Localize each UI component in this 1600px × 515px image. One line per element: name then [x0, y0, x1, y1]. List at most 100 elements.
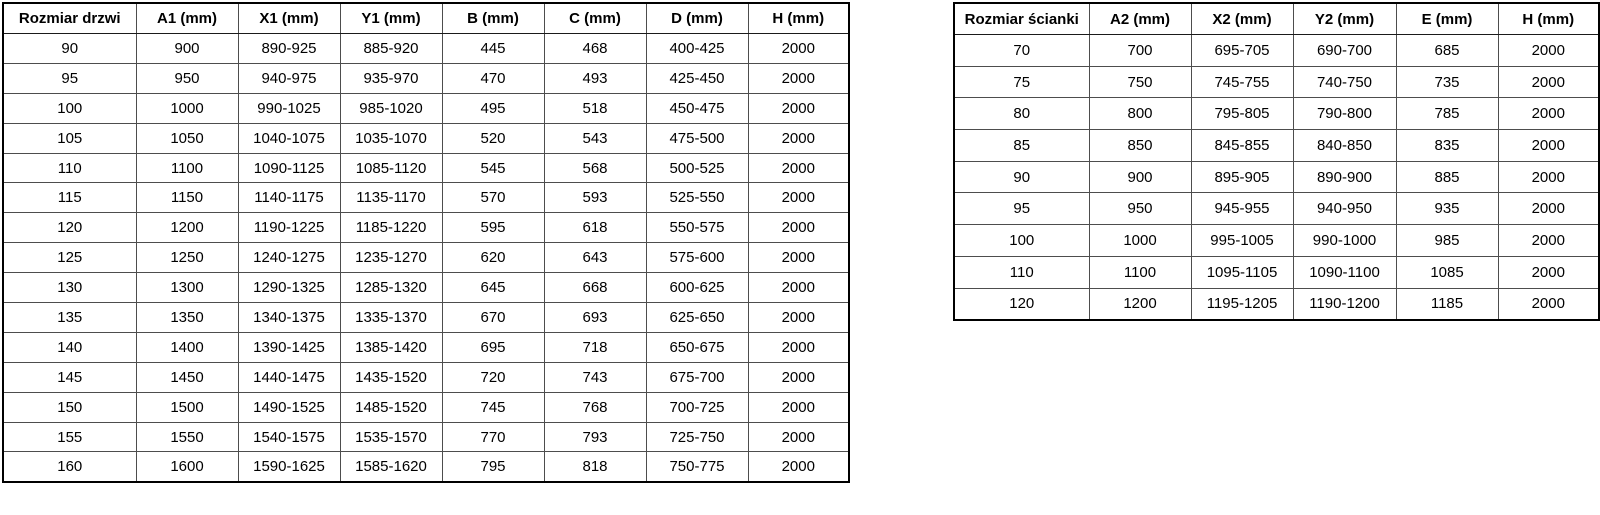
- table-cell: 1535-1570: [339, 421, 443, 453]
- table-cell: 1200: [135, 212, 239, 244]
- table-cell: 770: [441, 421, 545, 453]
- table-cell: 1085: [1395, 255, 1499, 289]
- column-header: B (mm): [441, 2, 545, 34]
- table-cell: 650-675: [645, 331, 749, 363]
- door-size-table: Rozmiar drzwi A1 (mm) X1 (mm) Y1 (mm) B (mm)…: [2, 2, 850, 484]
- table-cell: 693: [543, 302, 647, 333]
- table-cell: 850: [1088, 129, 1192, 162]
- column-header: Y1 (mm): [339, 2, 443, 34]
- table-row: 95 950 940-975 935-970 470 493 425-450 2000: [2, 62, 850, 94]
- table-cell: 475-500: [645, 122, 749, 154]
- table-cell: 800: [1088, 97, 1192, 131]
- column-header: A1 (mm): [135, 2, 239, 34]
- table-cell: 985-1020: [339, 92, 443, 124]
- table-cell: 690-700: [1292, 34, 1397, 67]
- table-cell: 1190-1200: [1292, 287, 1397, 321]
- table-row: 100 1000 990-1025 985-1020 495 518 450-475 2000: [2, 92, 850, 124]
- table-cell: 670: [441, 302, 545, 333]
- table-cell: 150: [2, 391, 137, 423]
- table-cell: 795-805: [1190, 97, 1294, 131]
- table-cell: 720: [441, 361, 545, 393]
- table-cell: 1000: [135, 92, 239, 124]
- table-cell: 568: [543, 152, 647, 184]
- table-cell: 450-475: [645, 92, 749, 124]
- column-header: Y2 (mm): [1292, 2, 1397, 35]
- table-cell: 2000: [747, 62, 850, 94]
- table-cell: 990-1025: [237, 92, 341, 124]
- table-cell: 2000: [747, 391, 850, 423]
- table-cell: 95: [953, 192, 1090, 226]
- table-cell: 668: [543, 272, 647, 304]
- table-cell: 115: [2, 182, 137, 214]
- table-cell: 2000: [1497, 97, 1600, 131]
- table-cell: 643: [543, 242, 647, 274]
- table-cell: 2000: [747, 421, 850, 453]
- table-cell: 618: [543, 212, 647, 244]
- table-cell: 895-905: [1190, 160, 1294, 194]
- header-row: Rozmiar drzwi A1 (mm) X1 (mm) Y1 (mm) B (mm)…: [2, 2, 850, 34]
- table-cell: 140: [2, 331, 137, 363]
- table-cell: 1590-1625: [237, 451, 341, 483]
- table-cell: 1435-1520: [339, 361, 443, 393]
- table-cell: 790-800: [1292, 97, 1397, 131]
- table-cell: 890-900: [1292, 160, 1397, 194]
- table-cell: 645: [441, 272, 545, 304]
- table-cell: 1385-1420: [339, 331, 443, 363]
- table-row: 85 850 845-855 840-850 835 2000: [953, 129, 1600, 162]
- table-cell: 520: [441, 122, 545, 154]
- table-cell: 735: [1395, 65, 1499, 99]
- table-cell: 80: [953, 97, 1090, 131]
- table-cell: 1335-1370: [339, 302, 443, 333]
- table-cell: 745: [441, 391, 545, 423]
- table-cell: 495: [441, 92, 545, 124]
- table-cell: 1140-1175: [237, 182, 341, 214]
- table-row: 110 1100 1095-1105 1090-1100 1085 2000: [953, 255, 1600, 289]
- table-cell: 2000: [1497, 160, 1600, 194]
- table-row: 80 800 795-805 790-800 785 2000: [953, 97, 1600, 131]
- table-cell: 675-700: [645, 361, 749, 393]
- table-row: 120 1200 1195-1205 1190-1200 1185 2000: [953, 287, 1600, 321]
- table-cell: 885-920: [339, 33, 443, 64]
- table-cell: 1095-1105: [1190, 255, 1294, 289]
- table-cell: 2000: [1497, 34, 1600, 67]
- table-row: 160 1600 1590-1625 1585-1620 795 818 750-775 20…: [2, 451, 850, 483]
- table-cell: 105: [2, 122, 137, 154]
- table-cell: 90: [953, 160, 1090, 194]
- table-cell: 525-550: [645, 182, 749, 214]
- table-cell: 1285-1320: [339, 272, 443, 304]
- table-cell: 900: [1088, 160, 1192, 194]
- table-cell: 1235-1270: [339, 242, 443, 274]
- table-cell: 2000: [747, 451, 850, 483]
- table-cell: 2000: [1497, 192, 1600, 226]
- table-cell: 570: [441, 182, 545, 214]
- table-cell: 1550: [135, 421, 239, 453]
- table-cell: 1250: [135, 242, 239, 274]
- table-cell: 1340-1375: [237, 302, 341, 333]
- table-cell: 155: [2, 421, 137, 453]
- table-cell: 1585-1620: [339, 451, 443, 483]
- table-cell: 945-955: [1190, 192, 1294, 226]
- table-cell: 845-855: [1190, 129, 1294, 162]
- table-cell: 130: [2, 272, 137, 304]
- table-row: 120 1200 1190-1225 1185-1220 595 618 550-575 20…: [2, 212, 850, 244]
- table-cell: 935: [1395, 192, 1499, 226]
- table-cell: 750: [1088, 65, 1192, 99]
- table-cell: 2000: [747, 361, 850, 393]
- table-cell: 1240-1275: [237, 242, 341, 274]
- table-cell: 493: [543, 62, 647, 94]
- table-cell: 425-450: [645, 62, 749, 94]
- table-cell: 2000: [747, 152, 850, 184]
- table-cell: 1000: [1088, 224, 1192, 257]
- table-cell: 545: [441, 152, 545, 184]
- column-header: X1 (mm): [237, 2, 341, 34]
- table-cell: 1450: [135, 361, 239, 393]
- table-cell: 1290-1325: [237, 272, 341, 304]
- table-cell: 1490-1525: [237, 391, 341, 423]
- table-cell: 2000: [1497, 129, 1600, 162]
- table-cell: 400-425: [645, 33, 749, 64]
- table-cell: 2000: [747, 33, 850, 64]
- column-header: E (mm): [1395, 2, 1499, 35]
- table-cell: 818: [543, 451, 647, 483]
- table-row: 105 1050 1040-1075 1035-1070 520 543 475-500 20…: [2, 122, 850, 154]
